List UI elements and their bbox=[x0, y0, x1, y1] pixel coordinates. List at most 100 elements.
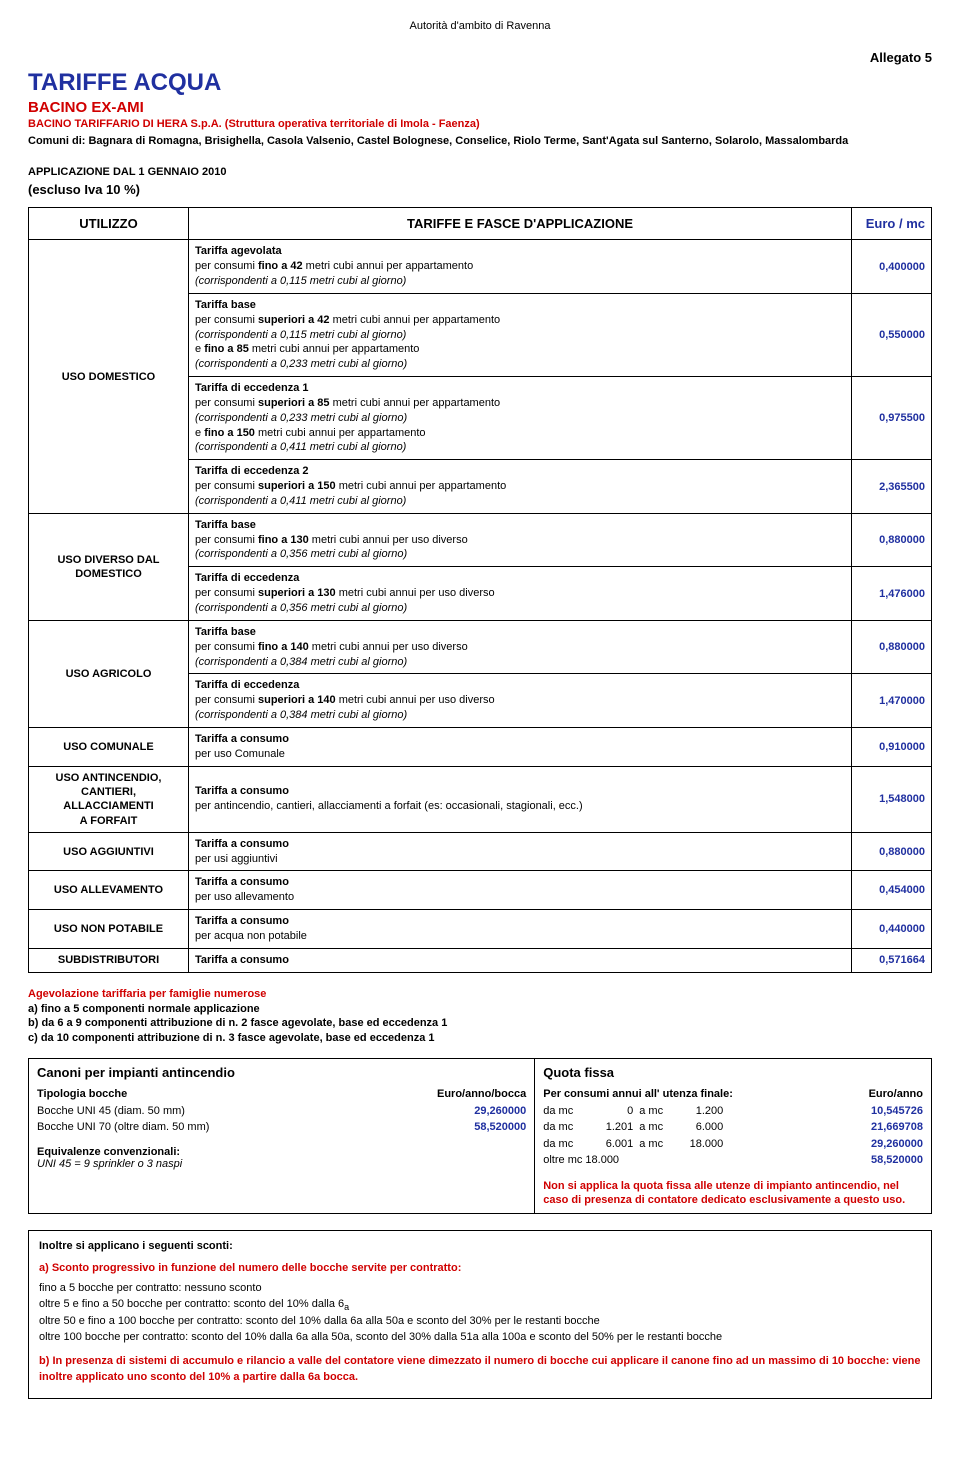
tariffa-title: Tariffa a consumo bbox=[195, 785, 289, 797]
quota-sub: Per consumi annui all' utenza finale: bbox=[543, 1086, 733, 1103]
txt: 6.001 bbox=[591, 1136, 639, 1153]
txt: metri cubi annui per uso diverso bbox=[336, 694, 495, 706]
val-cell: 0,880000 bbox=[852, 620, 932, 674]
desc-cell: Tariffa agevolata per consumi fino a 42 … bbox=[189, 240, 852, 294]
txt: da mc bbox=[543, 1103, 591, 1120]
th-tariffe: TARIFFE E FASCE D'APPLICAZIONE bbox=[189, 208, 852, 240]
sconti-b: b) In presenza di sistemi di accumulo e … bbox=[39, 1354, 921, 1386]
txt: CANTIERI, ALLACCIAMENTI bbox=[63, 786, 153, 812]
txt: metri cubi annui per appartamento bbox=[255, 427, 426, 439]
txt: 1.201 bbox=[591, 1119, 639, 1136]
val: 21,669708 bbox=[729, 1119, 923, 1136]
txt: per consumi bbox=[195, 534, 258, 546]
desc-cell: Tariffa di eccedenza per consumi superio… bbox=[189, 674, 852, 728]
txt: 6.000 bbox=[679, 1119, 729, 1136]
desc-cell: Tariffa di eccedenza 1 per consumi super… bbox=[189, 377, 852, 460]
table-row: USO DIVERSO DAL DOMESTICO Tariffa base p… bbox=[29, 513, 932, 567]
canoni-r2-v: 58,520000 bbox=[474, 1119, 526, 1136]
sconti-a2: oltre 5 e fino a 50 bocche per contratto… bbox=[39, 1297, 921, 1314]
txt: superiori a 140 bbox=[258, 694, 336, 706]
txt: (corrispondenti a 0,233 metri cubi al gi… bbox=[195, 412, 407, 424]
val: 58,520000 bbox=[729, 1152, 923, 1169]
txt: oltre mc 18.000 bbox=[543, 1152, 729, 1169]
txt: USO ANTINCENDIO, bbox=[56, 772, 162, 784]
table-row: USO ANTINCENDIO, CANTIERI, ALLACCIAMENTI… bbox=[29, 766, 932, 832]
val-cell: 0,975500 bbox=[852, 377, 932, 460]
desc-cell: Tariffa a consumo per uso allevamento bbox=[189, 871, 852, 910]
txt: fino a 85 bbox=[204, 343, 249, 355]
tariffa-title: Tariffa agevolata bbox=[195, 245, 282, 257]
txt: fino a 150 bbox=[204, 427, 255, 439]
table-row: SUBDISTRIBUTORI Tariffa a consumo 0,5716… bbox=[29, 948, 932, 972]
quota-box: Quota fissa Per consumi annui all' utenz… bbox=[534, 1058, 932, 1214]
sconti-a1: fino a 5 bocche per contratto: nessuno s… bbox=[39, 1281, 921, 1297]
txt: metri cubi annui per appartamento bbox=[330, 314, 501, 326]
allegato-label: Allegato 5 bbox=[28, 50, 932, 65]
txt: fino a 140 bbox=[258, 641, 309, 653]
txt: per consumi bbox=[195, 587, 258, 599]
txt: superiori a 85 bbox=[258, 397, 330, 409]
sconti-box: Inoltre si applicano i seguenti sconti: … bbox=[28, 1230, 932, 1399]
val-cell: 1,476000 bbox=[852, 567, 932, 621]
txt: per usi aggiuntivi bbox=[195, 853, 278, 865]
sconti-a-title: a) Sconto progressivo in funzione del nu… bbox=[39, 1261, 921, 1277]
table-row: USO NON POTABILE Tariffa a consumo per a… bbox=[29, 910, 932, 949]
desc-cell: Tariffa di eccedenza 2 per consumi super… bbox=[189, 460, 852, 514]
sconti-a3: oltre 50 e fino a 100 bocche per contrat… bbox=[39, 1314, 921, 1330]
txt: superiori a 42 bbox=[258, 314, 330, 326]
table-row: USO AGRICOLO Tariffa base per consumi fi… bbox=[29, 620, 932, 674]
val-cell: 0,571664 bbox=[852, 948, 932, 972]
tariffa-title: Tariffa a consumo bbox=[195, 838, 289, 850]
desc-cell: Tariffa base per consumi superiori a 42 … bbox=[189, 293, 852, 376]
txt: (corrispondenti a 0,384 metri cubi al gi… bbox=[195, 656, 407, 668]
uso-agricolo-label: USO AGRICOLO bbox=[29, 620, 189, 727]
comuni-text: Comuni di: Bagnara di Romagna, Brisighel… bbox=[28, 134, 932, 148]
txt: (corrispondenti a 0,356 metri cubi al gi… bbox=[195, 602, 407, 614]
val-cell: 1,548000 bbox=[852, 766, 932, 832]
txt: oltre 5 e fino a 50 bocche per contratto… bbox=[39, 1298, 344, 1310]
th-utilizzo: UTILIZZO bbox=[29, 208, 189, 240]
tariffa-title: Tariffa di eccedenza bbox=[195, 572, 299, 584]
tariffa-title: Tariffa base bbox=[195, 626, 256, 638]
txt: (corrispondenti a 0,411 metri cubi al gi… bbox=[195, 441, 406, 453]
desc-cell: Tariffa a consumo bbox=[189, 948, 852, 972]
txt: per consumi bbox=[195, 260, 258, 272]
tariffa-title: Tariffa a consumo bbox=[195, 876, 289, 888]
table-row: USO COMUNALE Tariffa a consumo per uso C… bbox=[29, 727, 932, 766]
canoni-col1: Tipologia bocche bbox=[37, 1086, 127, 1103]
val-cell: 0,400000 bbox=[852, 240, 932, 294]
canoni-quota-container: Canoni per impianti antincendio Tipologi… bbox=[28, 1058, 932, 1214]
txt: metri cubi annui per appartamento bbox=[303, 260, 474, 272]
uso-diverso-label: USO DIVERSO DAL DOMESTICO bbox=[29, 513, 189, 620]
quota-title: Quota fissa bbox=[543, 1065, 923, 1080]
uso-antincendio-label: USO ANTINCENDIO, CANTIERI, ALLACCIAMENTI… bbox=[29, 766, 189, 832]
table-row: USO DOMESTICO Tariffa agevolata per cons… bbox=[29, 240, 932, 294]
val: 10,545726 bbox=[729, 1103, 923, 1120]
txt: per consumi bbox=[195, 397, 258, 409]
sconti-a4: oltre 100 bocche per contratto: sconto d… bbox=[39, 1330, 921, 1346]
eq-title: Equivalenze convenzionali: bbox=[37, 1146, 526, 1158]
txt: (corrispondenti a 0,233 metri cubi al gi… bbox=[195, 358, 407, 370]
txt: per uso allevamento bbox=[195, 891, 294, 903]
desc-cell: Tariffa di eccedenza per consumi superio… bbox=[189, 567, 852, 621]
txt: metri cubi annui per uso diverso bbox=[309, 641, 468, 653]
desc-cell: Tariffa a consumo per uso Comunale bbox=[189, 727, 852, 766]
val-cell: 1,470000 bbox=[852, 674, 932, 728]
txt: (corrispondenti a 0,115 metri cubi al gi… bbox=[195, 329, 406, 341]
txt: 18.000 bbox=[679, 1136, 729, 1153]
txt: USO DIVERSO DAL bbox=[57, 554, 159, 566]
desc-cell: Tariffa base per consumi fino a 130 metr… bbox=[189, 513, 852, 567]
txt: per consumi bbox=[195, 694, 258, 706]
uso-allevamento-label: USO ALLEVAMENTO bbox=[29, 871, 189, 910]
val-cell: 0,880000 bbox=[852, 832, 932, 871]
tariffa-title: Tariffa a consumo bbox=[195, 733, 289, 745]
txt: per uso Comunale bbox=[195, 748, 285, 760]
txt: e bbox=[195, 427, 204, 439]
txt: da mc bbox=[543, 1119, 591, 1136]
txt: per consumi bbox=[195, 480, 258, 492]
txt: DOMESTICO bbox=[75, 568, 142, 580]
canoni-r1-v: 29,260000 bbox=[474, 1103, 526, 1120]
txt: e bbox=[195, 343, 204, 355]
applicazione-label: APPLICAZIONE DAL 1 GENNAIO 2010 bbox=[28, 166, 932, 178]
val-cell: 0,910000 bbox=[852, 727, 932, 766]
